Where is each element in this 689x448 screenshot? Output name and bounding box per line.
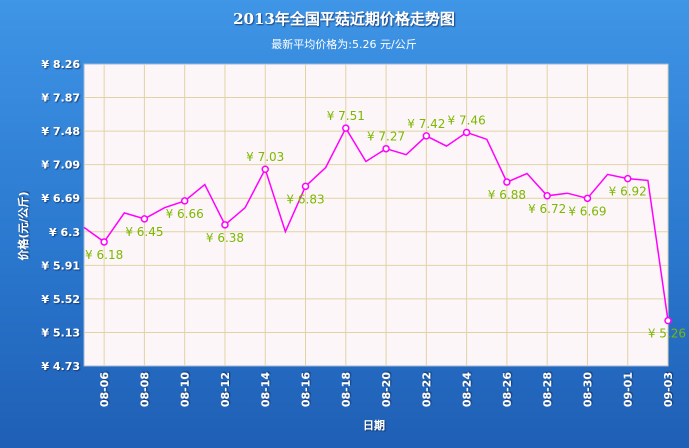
plot-area bbox=[83, 63, 669, 367]
data-label: ¥ 6.72 bbox=[528, 202, 566, 216]
y-tick-label: ¥ 6.69 bbox=[41, 192, 80, 205]
x-tick-label: 09-01 bbox=[622, 372, 635, 407]
data-label: ¥ 7.46 bbox=[448, 113, 486, 127]
x-tick-label: 08-24 bbox=[461, 372, 474, 408]
y-axis-ticks: ¥ 8.26 ¥ 7.87 ¥ 7.48 ¥ 7.09 ¥ 6.69 ¥ 6.3 ¥ 5.9… bbox=[41, 58, 80, 373]
x-tick-label: 08-08 bbox=[138, 372, 151, 407]
data-label: ¥ 6.38 bbox=[206, 231, 244, 245]
data-point bbox=[261, 165, 269, 173]
data-point bbox=[140, 215, 149, 223]
data-point bbox=[422, 132, 431, 140]
y-tick-label: ¥ 7.48 bbox=[41, 125, 80, 138]
data-point bbox=[100, 238, 108, 246]
y-tick-label: ¥ 5.91 bbox=[41, 259, 80, 272]
data-label: ¥ 7.42 bbox=[407, 117, 445, 131]
x-tick-label: 08-18 bbox=[340, 372, 353, 407]
data-point bbox=[221, 221, 229, 229]
data-label: ¥ 7.51 bbox=[327, 109, 365, 123]
y-tick-label: ¥ 5.13 bbox=[41, 326, 80, 339]
x-tick-label: 08-26 bbox=[501, 372, 514, 408]
data-label: ¥ 6.92 bbox=[609, 185, 647, 199]
data-point bbox=[180, 197, 189, 205]
data-point bbox=[503, 178, 511, 186]
data-point bbox=[543, 192, 551, 200]
x-axis-ticks: 08-06 08-08 08-10 08-12 08-14 08-16 08-18 08-20… bbox=[98, 372, 675, 408]
data-point bbox=[623, 174, 632, 183]
data-labels: ¥ 6.18¥ 6.45¥ 6.66¥ 6.38 ¥ 7.03 ¥ 6.83 ¥ 7.… bbox=[85, 109, 686, 340]
data-label: ¥ 6.83 bbox=[286, 192, 324, 206]
data-point bbox=[462, 128, 471, 137]
x-tick-label: 08-16 bbox=[300, 372, 313, 408]
data-label: ¥ 7.27 bbox=[367, 130, 405, 144]
y-tick-label: ¥ 6.3 bbox=[49, 226, 80, 239]
x-tick-label: 08-06 bbox=[98, 372, 111, 408]
x-tick-label: 08-14 bbox=[259, 372, 272, 408]
y-tick-label: ¥ 7.09 bbox=[41, 159, 80, 172]
data-point bbox=[583, 194, 592, 203]
y-tick-label: ¥ 8.26 bbox=[41, 58, 80, 71]
data-label: ¥ 5.26 bbox=[648, 327, 686, 341]
x-axis-label: 日期 bbox=[363, 418, 385, 432]
x-tick-label: 08-28 bbox=[541, 372, 554, 407]
data-label: ¥ 6.69 bbox=[568, 204, 606, 218]
y-tick-label: ¥ 4.73 bbox=[41, 360, 80, 373]
data-point bbox=[664, 316, 672, 325]
chart-title: 2013年全国平菇近期价格走势图 bbox=[233, 10, 455, 28]
x-tick-label: 08-22 bbox=[420, 372, 433, 407]
data-label: ¥ 6.66 bbox=[166, 207, 204, 221]
price-series bbox=[83, 124, 672, 325]
x-tick-label: 08-10 bbox=[179, 372, 192, 408]
y-axis-label: 价格(元/公斤) bbox=[16, 191, 30, 260]
y-tick-label: ¥ 5.52 bbox=[41, 293, 80, 306]
data-label: ¥ 6.18 bbox=[85, 248, 123, 262]
x-tick-label: 08-12 bbox=[219, 372, 232, 407]
data-label: ¥ 6.88 bbox=[488, 188, 526, 202]
grid-lines bbox=[84, 64, 669, 366]
x-tick-label: 09-03 bbox=[662, 372, 675, 407]
x-tick-label: 08-30 bbox=[581, 372, 594, 408]
data-point bbox=[301, 182, 310, 191]
chart-subtitle: 最新平均价格为:5.26 元/公斤 bbox=[271, 37, 416, 51]
data-point bbox=[382, 144, 390, 153]
y-tick-label: ¥ 7.87 bbox=[41, 92, 80, 105]
x-tick-label: 08-20 bbox=[380, 372, 393, 408]
data-label: ¥ 7.03 bbox=[246, 150, 284, 164]
data-label: ¥ 6.45 bbox=[125, 225, 163, 239]
data-point bbox=[342, 124, 350, 132]
